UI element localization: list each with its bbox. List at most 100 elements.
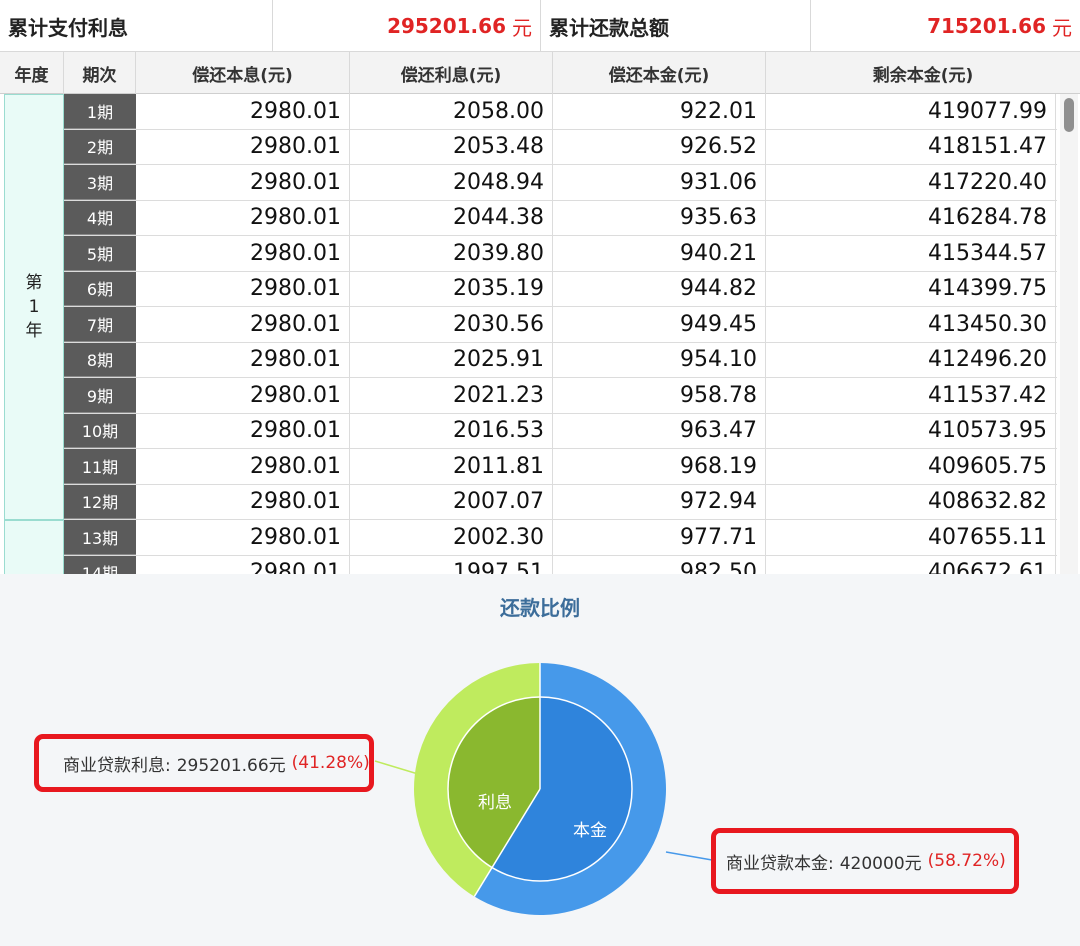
remaining-cell: 414399.75 [766, 271, 1056, 306]
interest-callout-name-text: 商业贷款利息 [63, 755, 165, 776]
remaining-cell: 417220.40 [766, 165, 1056, 200]
remaining-cell: 410573.95 [766, 413, 1056, 448]
header-remaining: 剩余本金(元) [872, 65, 974, 86]
header-principal: 偿还本金(元) [553, 52, 766, 94]
slice-label-principal: 本金 [573, 821, 607, 840]
table-row: 5期 2980.01 2039.80 940.21 415344.57 [64, 236, 1057, 272]
payment-cell: 2980.01 [136, 94, 350, 129]
total-repayment-amount: 715201.66 [927, 14, 1046, 38]
repayment-ratio-chart: 还款比例 利息 本金 商业贷款利息: 295201.66元 (41.28%) 商… [0, 574, 1080, 946]
slice-separator-2 [473, 788, 541, 897]
interest-cell: 2021.23 [350, 378, 553, 413]
interest-cell: 2048.94 [350, 165, 553, 200]
principal-cell: 940.21 [553, 236, 766, 271]
header-payment: 偿还本息(元) [136, 52, 350, 94]
total-interest-amount: 295201.66 [387, 14, 506, 38]
interest-callout-value: 295201.66元 [176, 755, 286, 776]
scrollbar-thumb[interactable] [1064, 98, 1074, 132]
interest-callout-percent: (41.28%) [291, 753, 370, 773]
payment-cell: 2980.01 [136, 378, 350, 413]
principal-cell: 944.82 [553, 271, 766, 306]
total-repayment-unit: 元 [1052, 15, 1072, 40]
payment-cell: 2980.01 [136, 307, 350, 342]
interest-cell: 2007.07 [350, 484, 553, 519]
period-cell: 11期 [64, 449, 136, 484]
remaining-cell: 408632.82 [766, 484, 1056, 519]
payment-cell: 2980.01 [136, 200, 350, 235]
table-row: 6期 2980.01 2035.19 944.82 414399.75 [64, 271, 1057, 307]
payment-cell: 2980.01 [136, 342, 350, 377]
payment-cell: 2980.01 [136, 555, 350, 574]
table-header: 年度 期次 偿还本息(元) 偿还利息(元) 偿还本金(元) 剩余本金(元) [0, 52, 1080, 94]
table-scrollbar[interactable] [1060, 94, 1078, 574]
period-cell: 4期 [64, 200, 136, 235]
interest-cell: 2025.91 [350, 342, 553, 377]
header-year: 年度 [0, 52, 64, 94]
principal-slice-inner [492, 697, 633, 881]
principal-cell: 977.71 [553, 520, 766, 555]
principal-cell: 931.06 [553, 165, 766, 200]
principal-cell: 922.01 [553, 94, 766, 129]
principal-callout-percent: (58.72%) [927, 851, 1006, 871]
principal-callout-value: 420000元 [839, 853, 922, 874]
remaining-cell: 411537.42 [766, 378, 1056, 413]
period-cell: 3期 [64, 165, 136, 200]
remaining-cell: 419077.99 [766, 94, 1056, 129]
interest-cell: 2058.00 [350, 94, 553, 129]
total-interest-label: 累计支付利息 [0, 0, 273, 52]
period-cell: 9期 [64, 378, 136, 413]
interest-leader-line [374, 760, 419, 775]
principal-cell: 968.19 [553, 449, 766, 484]
summary-bar: 累计支付利息 295201.66 元 累计还款总额 715201.66 元 [0, 0, 1080, 52]
chart-title: 还款比例 [500, 596, 580, 620]
interest-cell: 2035.19 [350, 271, 553, 306]
principal-cell: 972.94 [553, 484, 766, 519]
interest-slice-inner [448, 697, 540, 868]
donut-chart: 利息 本金 [374, 663, 713, 915]
remaining-cell: 409605.75 [766, 449, 1056, 484]
payment-cell: 2980.01 [136, 449, 350, 484]
payment-cell: 2980.01 [136, 484, 350, 519]
interest-cell: 2044.38 [350, 200, 553, 235]
payment-cell: 2980.01 [136, 520, 350, 555]
table-row: 11期 2980.01 2011.81 968.19 409605.75 [64, 449, 1057, 485]
total-interest-value: 295201.66 元 [273, 0, 541, 52]
period-cell: 13期 [64, 520, 136, 555]
remaining-cell: 413450.30 [766, 307, 1056, 342]
principal-cell: 958.78 [553, 378, 766, 413]
principal-callout: 商业贷款本金: 420000元 (58.72%) [711, 828, 1019, 894]
interest-cell: 2053.48 [350, 129, 553, 164]
remaining-cell: 415344.57 [766, 236, 1056, 271]
period-cell: 14期 [64, 555, 136, 574]
principal-leader-line [665, 851, 713, 861]
remaining-cell: 416284.78 [766, 200, 1056, 235]
payment-cell: 2980.01 [136, 236, 350, 271]
total-repayment-label: 累计还款总额 [541, 0, 811, 52]
schedule-table-body[interactable]: 第1年 1期 2980.01 2058.00 922.01 419077.99 2期 298… [0, 94, 1080, 574]
principal-cell: 949.45 [553, 307, 766, 342]
year-label: 第1年 [25, 273, 43, 341]
period-cell: 5期 [64, 236, 136, 271]
table-row: 9期 2980.01 2021.23 958.78 411537.42 [64, 378, 1057, 414]
period-cell: 8期 [64, 342, 136, 377]
header-interest: 偿还利息(元) [350, 52, 553, 94]
table-row: 4期 2980.01 2044.38 935.63 416284.78 [64, 200, 1057, 236]
table-row: 3期 2980.01 2048.94 931.06 417220.40 [64, 165, 1057, 201]
interest-cell: 1997.51 [350, 555, 553, 574]
payment-cell: 2980.01 [136, 165, 350, 200]
year-cell-1: 第1年 [4, 94, 64, 520]
total-interest-unit: 元 [512, 15, 532, 40]
payment-cell: 2980.01 [136, 271, 350, 306]
principal-callout-name-text: 商业贷款本金 [726, 853, 828, 874]
interest-cell: 2011.81 [350, 449, 553, 484]
principal-cell: 982.50 [553, 555, 766, 574]
period-cell: 1期 [64, 94, 136, 129]
table-row: 8期 2980.01 2025.91 954.10 412496.20 [64, 342, 1057, 378]
interest-callout-name: 商业贷款利息: [63, 755, 171, 776]
interest-cell: 2030.56 [350, 307, 553, 342]
interest-cell: 2016.53 [350, 413, 553, 448]
principal-callout-name: 商业贷款本金: [726, 853, 834, 874]
table-row: 7期 2980.01 2030.56 949.45 413450.30 [64, 307, 1057, 343]
total-repayment-value: 715201.66 元 [811, 0, 1080, 52]
table-row: 10期 2980.01 2016.53 963.47 410573.95 [64, 413, 1057, 449]
